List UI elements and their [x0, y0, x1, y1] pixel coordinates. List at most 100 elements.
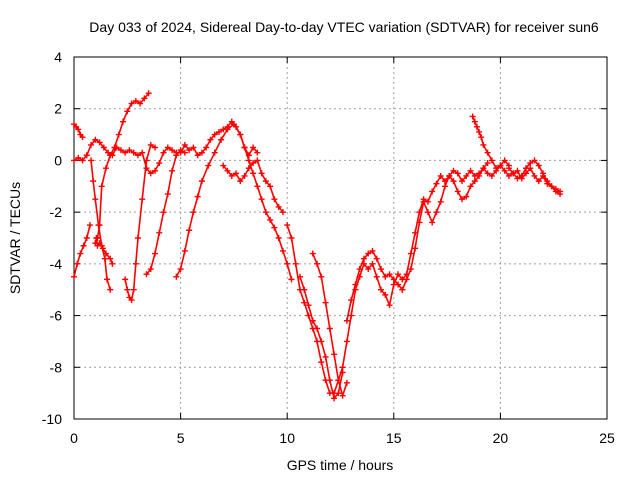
data-point — [454, 188, 461, 195]
data-point — [433, 180, 440, 187]
series-arc4 — [71, 222, 93, 280]
data-point — [99, 245, 106, 252]
series-arc1 — [71, 121, 86, 141]
series-arc8 — [143, 147, 188, 278]
data-point — [71, 157, 77, 164]
data-point — [147, 266, 154, 273]
data-point — [433, 209, 440, 216]
data-point — [83, 235, 90, 241]
data-point — [369, 247, 376, 254]
data-point — [101, 255, 108, 262]
data-point — [459, 178, 466, 185]
data-point — [77, 250, 84, 257]
data-point — [237, 131, 244, 138]
data-point — [339, 364, 346, 371]
data-point — [450, 178, 457, 185]
data-point — [505, 172, 512, 179]
data-point — [378, 286, 385, 293]
data-point — [75, 126, 82, 133]
data-point — [250, 160, 257, 167]
data-point — [505, 165, 512, 172]
data-point — [143, 157, 150, 164]
data-point — [237, 178, 244, 185]
data-point — [156, 160, 163, 167]
data-point — [86, 222, 93, 229]
data-point — [382, 273, 389, 280]
data-point — [198, 149, 205, 156]
x-tick-label: 25 — [599, 430, 615, 446]
data-point — [446, 172, 453, 179]
data-point — [314, 325, 321, 332]
series-arc17 — [505, 157, 564, 198]
data-point — [386, 302, 393, 309]
data-point — [535, 178, 542, 185]
series-arc2 — [71, 118, 261, 177]
data-point — [147, 170, 154, 177]
data-point — [378, 266, 385, 273]
chart-title: Day 033 of 2024, Sidereal Day-to-day VTE… — [89, 19, 599, 35]
plot-area — [71, 90, 564, 402]
series-arc12 — [296, 273, 346, 402]
data-point — [540, 170, 547, 177]
data-point — [80, 242, 87, 249]
data-point — [535, 162, 542, 169]
data-point — [339, 392, 346, 399]
data-point — [250, 144, 257, 151]
data-point — [71, 273, 77, 280]
data-point — [262, 209, 269, 216]
data-point — [139, 149, 146, 156]
data-point — [552, 188, 559, 195]
data-point — [403, 276, 410, 283]
data-point — [230, 121, 237, 128]
plot-frame — [73, 56, 608, 420]
data-point — [111, 144, 118, 151]
data-point — [83, 152, 90, 159]
data-point — [128, 100, 135, 107]
data-point — [190, 144, 197, 151]
data-point — [258, 196, 265, 203]
data-point — [156, 229, 163, 236]
data-point — [98, 183, 105, 190]
data-point — [115, 131, 122, 138]
data-point — [326, 325, 333, 332]
data-point — [343, 379, 350, 386]
data-point — [254, 183, 261, 190]
data-point — [484, 149, 491, 156]
data-point — [348, 297, 355, 304]
data-point — [134, 235, 141, 241]
data-point — [271, 196, 278, 203]
data-point — [117, 147, 124, 154]
data-point — [95, 222, 102, 229]
x-tick-label: 5 — [177, 430, 185, 446]
data-point — [74, 260, 81, 267]
data-point — [164, 191, 171, 198]
data-point — [352, 281, 359, 288]
series-arc13 — [309, 250, 350, 399]
data-point — [395, 281, 402, 288]
data-point — [203, 144, 210, 151]
data-point — [326, 377, 333, 384]
series-line — [222, 159, 284, 213]
data-point — [382, 291, 389, 298]
data-point — [335, 377, 342, 384]
data-point — [288, 235, 295, 241]
data-point — [463, 193, 470, 200]
data-point — [501, 157, 508, 164]
data-point — [241, 144, 248, 151]
data-point — [92, 196, 99, 203]
data-point — [211, 149, 218, 156]
data-point — [145, 90, 152, 97]
data-point — [92, 136, 99, 143]
data-point — [407, 250, 414, 257]
data-point — [137, 100, 144, 107]
data-point — [250, 170, 257, 177]
data-point — [124, 286, 131, 293]
data-point — [143, 271, 150, 278]
data-point — [122, 276, 129, 283]
data-point — [463, 172, 470, 179]
data-point — [437, 198, 444, 205]
data-point — [267, 216, 274, 223]
data-point — [224, 126, 231, 133]
data-point — [441, 183, 448, 190]
data-point — [130, 149, 137, 156]
